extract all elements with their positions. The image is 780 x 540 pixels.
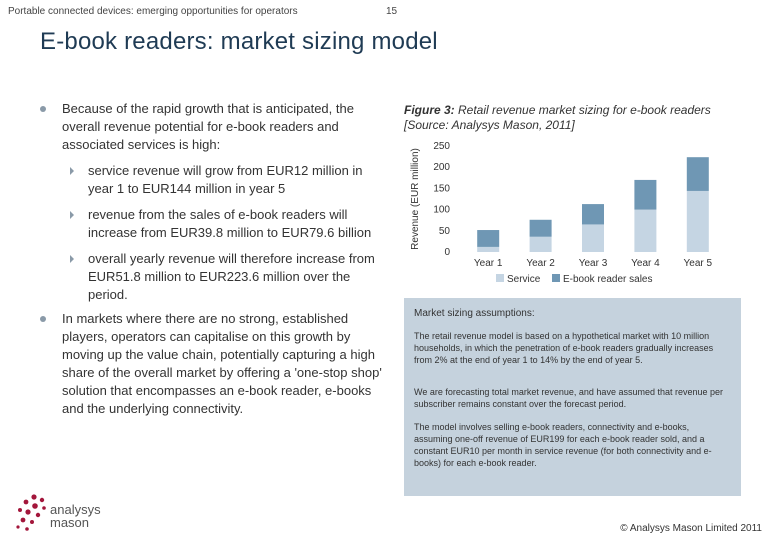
logo-wordmark-line1: analysys — [50, 502, 101, 517]
sub-bullet-item: overall yearly revenue will therefore in… — [40, 250, 385, 304]
header-document-title: Portable connected devices: emerging opp… — [8, 6, 298, 17]
bullet-text: Because of the rapid growth that is anti… — [62, 101, 354, 152]
y-tick-label: 150 — [433, 183, 450, 194]
assumptions-paragraph: The model involves selling e-book reader… — [414, 422, 712, 468]
sub-bullet-icon — [70, 167, 74, 175]
sub-bullet-icon — [70, 211, 74, 219]
copyright-notice: © Analysys Mason Limited 2011 — [620, 523, 762, 534]
bar-reader-sales — [634, 179, 657, 210]
bar-service — [686, 190, 709, 252]
legend-label-service: Service — [507, 274, 541, 285]
assumptions-paragraph: We are forecasting total market revenue,… — [414, 387, 724, 409]
bullet-item: In markets where there are no strong, es… — [40, 310, 385, 418]
bullet-text: In markets where there are no strong, es… — [62, 311, 382, 416]
bullet-item: Because of the rapid growth that is anti… — [40, 100, 385, 154]
sub-bullet-text: overall yearly revenue will therefore in… — [88, 251, 375, 302]
analysys-mason-logo: analysys mason — [14, 493, 124, 533]
y-tick-label: 250 — [433, 141, 450, 152]
bar-service — [477, 246, 500, 252]
y-tick-label: 200 — [433, 162, 450, 173]
legend-swatch-service — [496, 274, 504, 282]
slide-title: E-book readers: market sizing model — [40, 28, 438, 55]
bar-service — [634, 209, 657, 252]
x-tick-label: Year 1 — [474, 258, 503, 269]
logo-wordmark-line2: mason — [50, 515, 90, 530]
legend-swatch-reader-sales — [552, 274, 560, 282]
bar-reader-sales — [686, 157, 709, 191]
bar-reader-sales — [477, 230, 500, 247]
bar-reader-sales — [529, 219, 552, 237]
figure-caption: Figure 3: Retail revenue market sizing f… — [404, 103, 744, 133]
sub-bullet-icon — [70, 255, 74, 263]
page-number: 15 — [386, 6, 398, 17]
bar-reader-sales — [582, 204, 604, 225]
y-tick-label: 0 — [444, 247, 450, 258]
bullet-icon — [40, 316, 46, 322]
y-tick-label: 50 — [439, 226, 451, 237]
x-tick-label: Year 4 — [631, 258, 660, 269]
revenue-chart-svg: Revenue (EUR million) 0 50 100 150 200 250 Year… — [410, 141, 713, 285]
y-axis-title: Revenue (EUR million) — [410, 148, 421, 250]
x-tick-label: Year 5 — [684, 258, 713, 269]
bar-service — [582, 224, 604, 252]
bullet-icon — [40, 106, 46, 112]
revenue-chart: Revenue (EUR million) 0 50 100 150 200 250 Year… — [404, 134, 744, 294]
x-tick-label: Year 2 — [526, 258, 555, 269]
sub-bullet-text: revenue from the sales of e-book readers… — [88, 207, 372, 240]
figure-number: Figure 3: — [404, 103, 455, 117]
assumptions-paragraph: The retail revenue model is based on a h… — [414, 331, 714, 365]
figure-caption-text: Retail revenue market sizing for e-book … — [404, 103, 711, 132]
assumptions-title: Market sizing assumptions: — [414, 308, 535, 319]
y-tick-label: 100 — [433, 205, 450, 216]
assumptions-box: Market sizing assumptions: The retail re… — [404, 298, 741, 496]
logo-dots-icon — [16, 494, 46, 531]
x-tick-label: Year 3 — [579, 258, 608, 269]
sub-bullet-item: service revenue will grow from EUR12 mil… — [40, 162, 385, 198]
sub-bullet-item: revenue from the sales of e-book readers… — [40, 206, 385, 242]
legend-label-reader-sales: E-book reader sales — [563, 274, 653, 285]
body-text: Because of the rapid growth that is anti… — [40, 100, 385, 418]
bar-service — [529, 236, 552, 252]
sub-bullet-text: service revenue will grow from EUR12 mil… — [88, 163, 363, 196]
